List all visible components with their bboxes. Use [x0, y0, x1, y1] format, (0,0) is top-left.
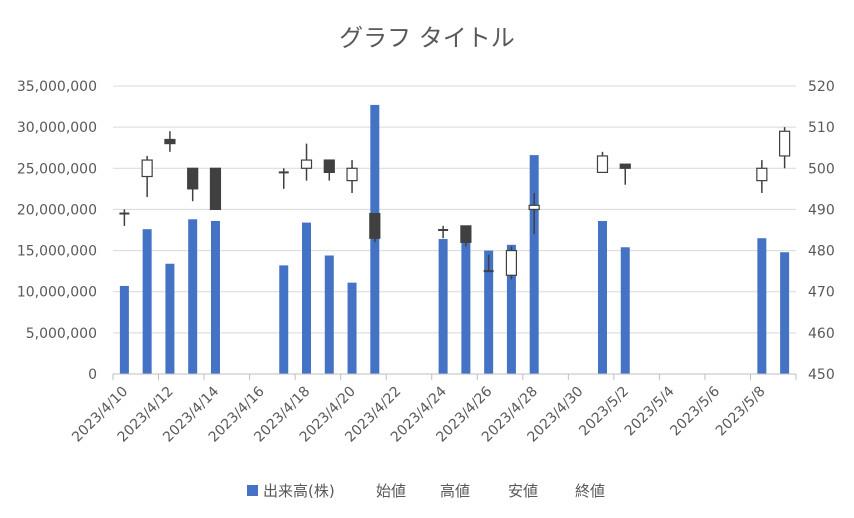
- legend-label: 終値: [575, 482, 605, 500]
- volume-bar: [210, 220, 220, 374]
- candle-body-down: [209, 167, 222, 211]
- volume-bar: [188, 219, 198, 374]
- candlestick: [141, 155, 153, 198]
- legend-label: 安値: [508, 482, 538, 500]
- candlestick: [483, 254, 494, 273]
- candlestick: [505, 246, 518, 280]
- candle-body-down: [164, 138, 176, 145]
- legend-label: 高値: [440, 482, 470, 500]
- left-axis-tick-label: 10,000,000: [17, 285, 97, 301]
- volume-bar: [438, 239, 448, 374]
- candlestick: [369, 212, 381, 243]
- candlestick: [346, 160, 358, 193]
- legend-item: 始値: [376, 482, 406, 500]
- candlesticks: [119, 127, 791, 280]
- candle-body-up: [596, 155, 609, 173]
- candle-body-up: [505, 249, 518, 276]
- volume-bar: [142, 229, 152, 374]
- chart-title: グラフ タイトル: [339, 24, 515, 52]
- left-axis-tick-label: 5,000,000: [26, 326, 97, 342]
- volume-bar: [506, 244, 516, 374]
- volume-bar: [484, 250, 494, 374]
- candlestick: [164, 131, 176, 152]
- volume-bar: [324, 255, 334, 374]
- left-axis-tick-label: 0: [88, 367, 97, 383]
- right-axis-tick-label: 500: [808, 161, 835, 177]
- volume-bar: [279, 265, 289, 374]
- volume-bar: [347, 282, 357, 374]
- right-axis-tick-label: 520: [808, 79, 835, 95]
- left-axis-tick-label: 20,000,000: [17, 202, 97, 218]
- candle-body-up: [141, 159, 153, 178]
- volume-bar: [757, 238, 767, 374]
- right-axis-tick-label: 470: [808, 285, 835, 301]
- candle-body-up: [528, 204, 540, 211]
- right-axis-tick-label: 460: [808, 326, 835, 342]
- volume-bar: [461, 242, 471, 374]
- candlestick: [209, 167, 222, 211]
- volume-bar: [780, 252, 790, 374]
- volume-bar: [597, 220, 607, 374]
- right-axis-tick-label: 510: [808, 120, 835, 136]
- right-axis-tick-label: 450: [808, 367, 835, 383]
- candlestick: [596, 151, 609, 173]
- left-axis-tick-label: 35,000,000: [17, 79, 97, 95]
- candlestick: [438, 225, 449, 239]
- legend-swatch: [247, 485, 258, 496]
- legend-item: 高値: [440, 482, 470, 500]
- left-axis-tick-label: 25,000,000: [17, 161, 97, 177]
- volume-bar: [302, 222, 312, 374]
- candle-body-down: [369, 212, 381, 239]
- candlestick: [528, 192, 540, 235]
- legend-item: 出来高(株): [247, 482, 335, 500]
- candlestick: [756, 160, 768, 193]
- candle-body-up: [756, 167, 768, 182]
- candlestick: [619, 163, 631, 185]
- volume-bar: [620, 247, 630, 374]
- candle-body-down: [619, 163, 631, 169]
- candlestick: [278, 168, 289, 189]
- candle-body-down: [460, 225, 472, 243]
- left-axis-tick-label: 15,000,000: [17, 244, 97, 260]
- volume-bar: [165, 263, 175, 374]
- volume-bar: [529, 155, 539, 374]
- candlestick: [779, 127, 791, 169]
- candle-body-down: [187, 167, 199, 190]
- candlestick: [460, 225, 472, 247]
- legend-label: 出来高(株): [263, 482, 335, 500]
- left-axis-tick-label: 30,000,000: [17, 120, 97, 136]
- candlestick: [300, 143, 313, 181]
- candle-body-up: [346, 167, 358, 182]
- candlestick: [119, 209, 130, 226]
- legend-item: 終値: [575, 482, 605, 500]
- candle-body-up: [779, 130, 791, 157]
- candlestick: [187, 167, 199, 202]
- legend-item: 安値: [508, 482, 538, 500]
- right-axis-tick-label: 490: [808, 202, 835, 218]
- legend: 出来高(株) 始値 高値 安値 終値: [247, 482, 605, 500]
- right-axis-tick-label: 480: [808, 244, 835, 260]
- candlestick: [323, 159, 335, 181]
- legend-label: 始値: [376, 482, 406, 500]
- candle-body-up: [300, 159, 313, 169]
- candle-body-down: [323, 159, 335, 174]
- volume-bars: [119, 104, 790, 374]
- volume-bar: [119, 285, 129, 374]
